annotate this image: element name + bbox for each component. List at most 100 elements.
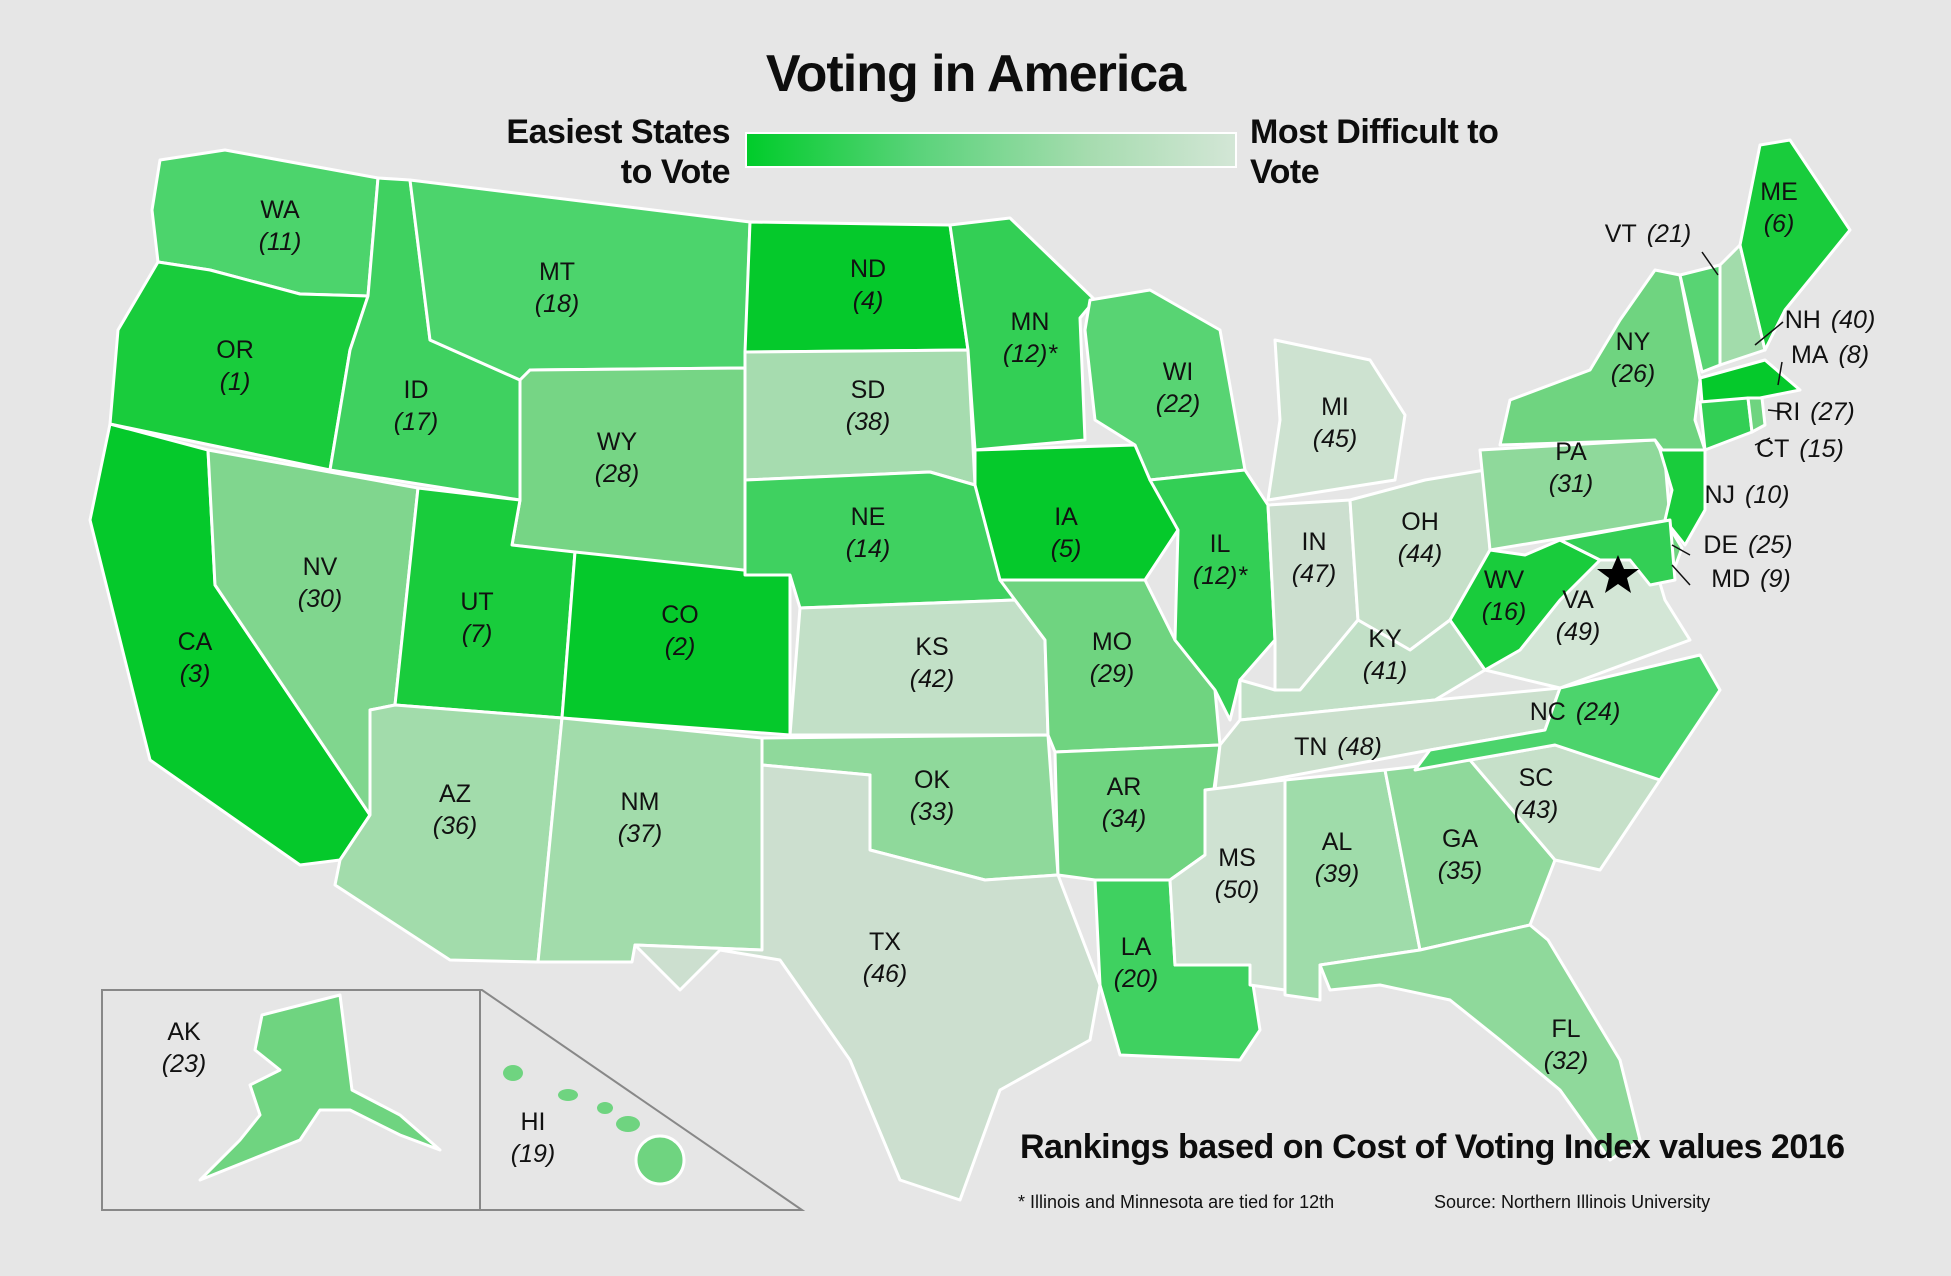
state-code: MN (1011, 308, 1050, 336)
state-rank: (40) (1831, 306, 1875, 334)
state-ct[interactable] (1698, 396, 1754, 452)
state-rank: (11) (259, 228, 302, 256)
state-rank: (9) (1760, 565, 1791, 593)
state-code: VT (1605, 220, 1637, 248)
state-label-il: IL (12)* (1193, 530, 1248, 590)
state-me[interactable] (1738, 138, 1852, 352)
state-nc[interactable] (1413, 653, 1722, 782)
state-rank: (28) (595, 460, 639, 488)
state-label-mt: MT (18) (535, 258, 579, 318)
state-label-wv: WV (16) (1482, 566, 1526, 626)
state-rank: (42) (910, 665, 954, 693)
state-label-vt: VT (21) (1605, 220, 1691, 248)
state-hi[interactable] (634, 1134, 686, 1186)
state-rank: (30) (298, 585, 342, 613)
state-mi[interactable] (1266, 338, 1407, 502)
state-code: WY (597, 428, 638, 456)
state-label-sc: SC (43) (1514, 764, 1558, 824)
state-rank: (26) (1611, 360, 1655, 388)
state-label-pa: PA (31) (1549, 438, 1593, 498)
state-label-me: ME (6) (1760, 178, 1798, 238)
state-code: ID (404, 376, 429, 404)
state-code: OK (914, 766, 950, 794)
state-ma[interactable] (1698, 358, 1802, 404)
state-label-fl: FL (32) (1544, 1015, 1588, 1075)
state-rank: (12)* (1193, 562, 1248, 590)
state-code: DE (1703, 531, 1738, 559)
state-fl[interactable] (1318, 923, 1642, 1162)
rankings-caption: Rankings based on Cost of Voting Index v… (1020, 1128, 1845, 1166)
state-label-la: LA (20) (1114, 933, 1158, 993)
state-label-co: CO (2) (661, 601, 699, 661)
state-code: CT (1756, 435, 1789, 463)
state-code: SD (851, 376, 886, 404)
state-label-ak: AK (23) (162, 1018, 206, 1078)
state-label-ar: AR (34) (1102, 773, 1146, 833)
state-rank: (8) (1838, 341, 1869, 369)
state-label-ct: CT (15) (1756, 435, 1844, 463)
state-code: AZ (439, 780, 471, 808)
state-rank: (36) (433, 812, 477, 840)
state-code: IN (1302, 528, 1327, 556)
state-mn[interactable] (948, 216, 1097, 452)
state-code: TX (869, 928, 901, 956)
state-md[interactable] (1558, 518, 1677, 587)
state-rank: (25) (1748, 531, 1792, 559)
state-label-wy: WY (28) (595, 428, 639, 488)
legend-gradient-bar (745, 132, 1237, 168)
state-code: MO (1092, 628, 1132, 656)
state-label-ma: MA (8) (1791, 341, 1869, 369)
state-il[interactable] (1148, 468, 1277, 722)
state-code: GA (1442, 825, 1478, 853)
state-rank: (46) (863, 960, 907, 988)
state-label-nv: NV (30) (298, 553, 342, 613)
state-label-in: IN (47) (1292, 528, 1336, 588)
state-label-wa: WA (11) (259, 196, 302, 256)
state-tx[interactable] (633, 763, 1102, 1202)
state-rank: (22) (1156, 390, 1200, 418)
state-code: MA (1791, 341, 1829, 369)
star-icon (1597, 555, 1639, 593)
state-code: RI (1775, 398, 1800, 426)
state-rank: (7) (462, 620, 493, 648)
state-rank: (23) (162, 1050, 206, 1078)
state-rank: (14) (846, 535, 890, 563)
state-rank: (31) (1549, 470, 1593, 498)
state-code: HI (521, 1108, 546, 1136)
state-label-ca: CA (3) (178, 628, 213, 688)
state-label-mo: MO (29) (1090, 628, 1134, 688)
state-label-ne: NE (14) (846, 503, 890, 563)
state-label-hi: HI (19) (511, 1108, 555, 1168)
state-label-tn: TN (48) (1294, 733, 1382, 761)
state-ak[interactable] (198, 993, 442, 1182)
state-label-va: VA (49) (1556, 586, 1600, 646)
state-code: SC (1519, 764, 1554, 792)
state-label-ia: IA (5) (1051, 503, 1082, 563)
state-label-or: OR (1) (216, 336, 254, 396)
state-label-ok: OK (33) (910, 766, 954, 826)
state-rank: (21) (1647, 220, 1691, 248)
state-label-ut: UT (7) (460, 588, 493, 648)
state-rank: (45) (1313, 425, 1357, 453)
state-code: NM (621, 788, 660, 816)
state-ny[interactable] (1498, 268, 1707, 462)
state-code: AL (1322, 828, 1353, 856)
leader-lines (1671, 251, 1787, 586)
state-code: WV (1484, 566, 1525, 594)
state-rank: (20) (1114, 965, 1158, 993)
state-rank: (47) (1292, 560, 1336, 588)
state-rank: (41) (1363, 657, 1407, 685)
state-rank: (2) (665, 633, 696, 661)
state-code: CO (661, 601, 699, 629)
state-mt[interactable] (408, 178, 752, 382)
state-ri[interactable] (1746, 396, 1767, 434)
state-label-oh: OH (44) (1398, 508, 1442, 568)
alaska-inset (101, 989, 481, 1211)
state-code: OR (216, 336, 254, 364)
state-rank: (5) (1051, 535, 1082, 563)
state-rank: (10) (1745, 481, 1789, 509)
state-rank: (49) (1556, 618, 1600, 646)
state-code: ND (850, 255, 886, 283)
state-label-ny: NY (26) (1611, 328, 1655, 388)
state-ky[interactable] (1238, 618, 1487, 722)
